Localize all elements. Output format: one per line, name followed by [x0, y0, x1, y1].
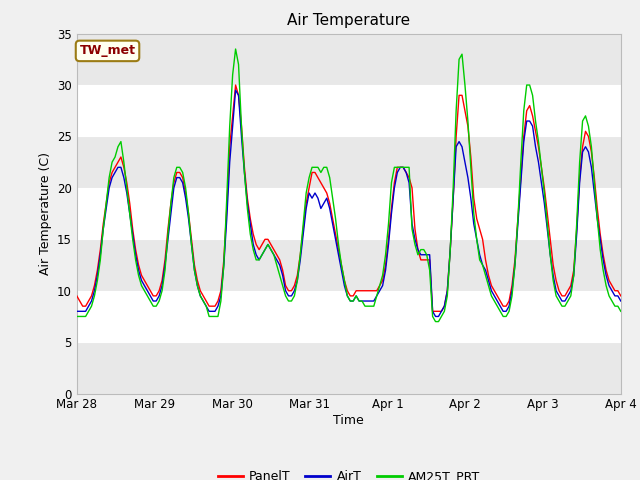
Text: TW_met: TW_met [79, 44, 136, 58]
PanelT [429, 309, 436, 314]
AirT [73, 309, 81, 314]
AM25T_PRT [414, 252, 422, 258]
AirT [493, 298, 501, 304]
PanelT [335, 247, 342, 252]
Bar [77, 34, 621, 85]
Line: PanelT: PanelT [77, 85, 621, 312]
PanelT [156, 288, 163, 294]
X-axis label: Time: Time [333, 414, 364, 427]
AM25T_PRT [390, 165, 398, 170]
Y-axis label: Air Temperature (C): Air Temperature (C) [38, 152, 51, 275]
Title: Air Temperature: Air Temperature [287, 13, 410, 28]
Bar [77, 342, 621, 394]
AirT [390, 185, 398, 191]
AirT [579, 149, 586, 155]
Bar [77, 188, 621, 240]
Line: AM25T_PRT: AM25T_PRT [77, 49, 621, 322]
AM25T_PRT [493, 303, 501, 309]
AirT [232, 87, 239, 93]
PanelT [232, 82, 239, 88]
Bar [77, 291, 621, 342]
PanelT [73, 293, 81, 299]
AirT [335, 252, 342, 258]
AirT [156, 293, 163, 299]
AirT [432, 313, 440, 319]
Bar [77, 136, 621, 188]
AM25T_PRT [232, 46, 239, 52]
PanelT [390, 180, 398, 186]
Legend: PanelT, AirT, AM25T_PRT: PanelT, AirT, AM25T_PRT [212, 465, 485, 480]
AM25T_PRT [617, 309, 625, 314]
AM25T_PRT [579, 118, 586, 124]
AirT [414, 247, 422, 252]
AM25T_PRT [432, 319, 440, 324]
AM25T_PRT [156, 298, 163, 304]
Bar [77, 85, 621, 136]
PanelT [617, 293, 625, 299]
PanelT [493, 293, 501, 299]
Bar [77, 240, 621, 291]
Line: AirT: AirT [77, 90, 621, 316]
AM25T_PRT [73, 313, 81, 319]
PanelT [579, 144, 586, 150]
PanelT [414, 247, 422, 252]
AirT [617, 298, 625, 304]
AM25T_PRT [335, 241, 342, 247]
